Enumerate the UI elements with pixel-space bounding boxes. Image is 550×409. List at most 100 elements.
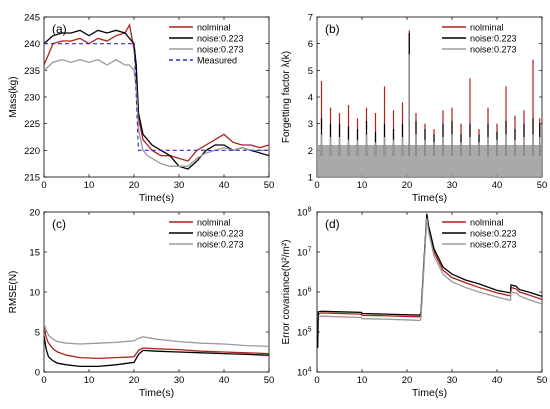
x-tick-label: 10 bbox=[84, 180, 95, 191]
series-line-3 bbox=[44, 43, 269, 151]
panel-label: (c) bbox=[52, 217, 66, 231]
y-tick-exponent: 6 bbox=[308, 287, 312, 294]
x-tick-label: 20 bbox=[129, 180, 140, 191]
x-tick-label: 0 bbox=[41, 375, 46, 386]
x-tick-label: 0 bbox=[41, 180, 46, 191]
series-group bbox=[317, 30, 542, 177]
x-tick-label: 30 bbox=[447, 180, 458, 191]
legend-label: noise:0.223 bbox=[197, 229, 244, 239]
x-tick-label: 50 bbox=[264, 375, 275, 386]
x-axis-label: Time(s) bbox=[139, 387, 174, 399]
y-tick-label: 20 bbox=[29, 208, 40, 219]
y-tick-exponent: 7 bbox=[308, 247, 312, 254]
y-tick-exponent: 8 bbox=[308, 207, 312, 214]
x-tick-label: 0 bbox=[314, 375, 319, 386]
series-line-2 bbox=[318, 218, 542, 322]
y-tick-label: 2 bbox=[308, 146, 313, 157]
panel-label: (d) bbox=[325, 217, 340, 231]
y-tick-label: 106 bbox=[297, 287, 312, 299]
y-tick-exponent: 4 bbox=[308, 367, 312, 374]
legend-label: noise:0.273 bbox=[470, 45, 517, 55]
y-tick-label: 230 bbox=[24, 93, 40, 104]
legend-label: Measured bbox=[197, 56, 237, 66]
y-tick-label: 104 bbox=[297, 367, 312, 379]
y-tick-label: 7 bbox=[308, 13, 313, 24]
y-tick-label: 15 bbox=[29, 248, 40, 259]
x-tick-label: 50 bbox=[264, 180, 275, 191]
y-tick-label: 5 bbox=[308, 66, 313, 77]
x-tick-label: 0 bbox=[314, 180, 319, 191]
y-tick-label: 0 bbox=[35, 368, 40, 379]
series-line-1 bbox=[44, 29, 269, 170]
noise-band bbox=[317, 145, 542, 177]
series-line-1 bbox=[44, 335, 269, 368]
series-line-1 bbox=[317, 213, 542, 348]
x-tick-label: 50 bbox=[537, 180, 548, 191]
series-group bbox=[317, 213, 542, 348]
x-tick-label: 40 bbox=[492, 180, 503, 191]
panel-0: 0 10 20 30 40 50 215 220 225 230 235 240 245 Time(s) M… bbox=[8, 13, 274, 205]
legend-label: noise:0.223 bbox=[470, 229, 517, 239]
series-group bbox=[44, 323, 269, 368]
legend-label: nolminal bbox=[197, 218, 231, 228]
y-axis-label: Error covariance(N²/m²) bbox=[281, 239, 292, 344]
x-axis-label: Time(s) bbox=[412, 387, 447, 399]
x-tick-label: 20 bbox=[402, 375, 413, 386]
y-tick-label: 235 bbox=[24, 66, 40, 77]
y-tick-label: 3 bbox=[308, 119, 313, 130]
y-tick-label: 225 bbox=[24, 119, 40, 130]
legend-label: nolminal bbox=[470, 218, 504, 228]
series-group bbox=[44, 23, 269, 170]
x-axis-label: Time(s) bbox=[139, 192, 174, 204]
y-tick-label: 6 bbox=[308, 39, 313, 50]
legend-label: noise:0.223 bbox=[470, 34, 517, 44]
x-tick-label: 10 bbox=[357, 375, 368, 386]
legend-label: noise:0.273 bbox=[197, 240, 244, 250]
y-tick-label: 220 bbox=[24, 146, 40, 157]
x-tick-label: 50 bbox=[537, 375, 548, 386]
series-line-2 bbox=[44, 323, 269, 348]
y-tick-exponent: 5 bbox=[308, 327, 312, 334]
y-tick-label: 215 bbox=[24, 173, 40, 184]
y-tick-label: 4 bbox=[308, 93, 313, 104]
y-tick-label: 105 bbox=[297, 327, 312, 339]
y-axis-label: RMSE(N) bbox=[8, 271, 19, 314]
y-tick-label: 245 bbox=[24, 13, 40, 24]
x-tick-label: 10 bbox=[357, 180, 368, 191]
x-tick-label: 20 bbox=[129, 375, 140, 386]
y-tick-label: 107 bbox=[297, 247, 312, 259]
x-tick-label: 10 bbox=[84, 375, 95, 386]
y-tick-base: 10 bbox=[297, 288, 308, 299]
series-line-0 bbox=[44, 327, 269, 360]
y-tick-base: 10 bbox=[297, 248, 308, 259]
legend-label: noise:0.273 bbox=[470, 240, 517, 250]
y-tick-label: 1 bbox=[308, 173, 313, 184]
y-axis-label: Mass(kg) bbox=[8, 76, 19, 117]
x-tick-label: 30 bbox=[174, 375, 185, 386]
series-line-0 bbox=[318, 215, 542, 318]
legend-label: nolminal bbox=[470, 23, 504, 33]
x-axis-label: Time(s) bbox=[412, 192, 447, 204]
y-tick-base: 10 bbox=[297, 208, 308, 219]
x-tick-label: 40 bbox=[492, 375, 503, 386]
x-tick-label: 30 bbox=[447, 375, 458, 386]
y-tick-base: 10 bbox=[297, 328, 308, 339]
series-line-0 bbox=[44, 23, 269, 162]
y-tick-label: 5 bbox=[35, 328, 40, 339]
x-tick-label: 20 bbox=[402, 180, 413, 191]
x-tick-label: 40 bbox=[219, 375, 230, 386]
x-tick-label: 30 bbox=[174, 180, 185, 191]
y-tick-label: 10 bbox=[29, 288, 40, 299]
panel-1: 0 10 20 30 40 50 1 2 3 4 5 6 7 Time(s) Forgetting fact… bbox=[281, 13, 547, 205]
legend-label: noise:0.223 bbox=[197, 34, 244, 44]
panel-label: (b) bbox=[325, 22, 340, 36]
y-tick-label: 240 bbox=[24, 39, 40, 50]
legend-label: noise:0.273 bbox=[197, 45, 244, 55]
